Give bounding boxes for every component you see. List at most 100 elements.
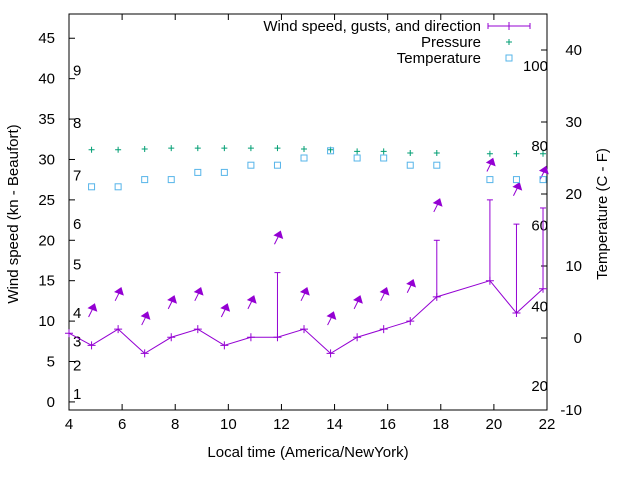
y-left-tick-label: 5: [47, 354, 55, 371]
fahrenheit-label: 80: [531, 138, 548, 155]
wind-speed-point: [87, 341, 96, 350]
pressure-point: [247, 145, 254, 152]
wind-direction-arrowhead: [353, 295, 363, 304]
wind-speed-point: [140, 349, 149, 358]
temperature-point: [194, 168, 202, 176]
legend-label: Wind speed, gusts, and direction: [263, 18, 481, 35]
y-left-tick-label: 15: [38, 273, 55, 290]
pressure-point: [380, 148, 387, 155]
axes: 4 6 8 10 12 14 16 18 20 22051015202530354045-1001…: [38, 13, 582, 433]
wind-direction-arrowhead: [485, 157, 496, 167]
wind-direction-arrowhead: [220, 303, 231, 312]
beaufort-label: 8: [73, 115, 81, 132]
y-right-tick-label: 30: [565, 114, 582, 131]
pressure-point: [540, 150, 547, 157]
temperature-point: [273, 161, 281, 169]
y-left-tick-label: 10: [38, 313, 55, 330]
plot-frame: [68, 13, 548, 411]
temperature-point: [300, 154, 308, 162]
temperature-point: [114, 183, 122, 191]
y-left-tick-label: 35: [38, 111, 55, 128]
beaufort-label: 5: [73, 257, 81, 274]
wind-direction-arrowhead: [512, 181, 523, 191]
wind-speed-point: [220, 341, 229, 350]
y-left-tick-label: 0: [47, 394, 55, 411]
beaufort-label: 2: [73, 358, 81, 375]
fahrenheit-label: 100: [523, 58, 548, 75]
pressure-point: [274, 145, 281, 152]
y-axis-left-label: Wind speed (kn - Beaufort): [5, 124, 22, 303]
wind-direction-arrowhead: [87, 303, 98, 312]
wind-speed-point: [65, 329, 73, 338]
wind-direction-arrowhead: [299, 287, 310, 296]
pressure-point: [168, 145, 175, 152]
temperature-point: [539, 176, 547, 184]
wind-direction-arrowhead: [432, 198, 443, 207]
wind-speed-point: [114, 325, 123, 334]
wind-direction-arrowhead: [246, 295, 257, 304]
y-left-tick-label: 20: [38, 232, 55, 249]
x-tick-label: 6: [118, 416, 126, 433]
x-tick-label: 14: [326, 416, 343, 433]
fahrenheit-label: 60: [531, 218, 548, 235]
y-right-tick-label: -10: [560, 402, 582, 419]
beaufort-label: 4: [73, 305, 81, 322]
wind-direction-arrowhead: [167, 295, 177, 304]
temperature-point: [167, 176, 175, 184]
beaufort-label: 7: [73, 168, 81, 185]
temperature-point: [247, 161, 255, 169]
y-right-tick-label: 0: [574, 330, 582, 347]
legend-temperature-sample: [505, 54, 513, 62]
pressure-point: [407, 150, 414, 157]
y-left-tick-label: 45: [38, 30, 55, 47]
wind-direction-arrowhead: [326, 311, 337, 320]
pressure-point: [354, 148, 361, 155]
wind-speed-point: [353, 333, 362, 342]
x-tick-label: 22: [539, 416, 556, 433]
wind-speed-point: [246, 333, 255, 342]
x-tick-label: 16: [379, 416, 396, 433]
x-tick-label: 12: [273, 416, 290, 433]
legend-label: Pressure: [421, 34, 481, 51]
y-axis-right-label: Temperature (C - F): [594, 148, 611, 280]
y-left-tick-label: 30: [38, 151, 55, 168]
y-left-tick-label: 40: [38, 71, 55, 88]
wind-speed-point: [193, 325, 202, 334]
wind-direction-arrowhead: [140, 311, 151, 320]
temperature-point: [353, 154, 361, 162]
y-right-tick-label: 10: [565, 258, 582, 275]
y-right-tick-label: 20: [565, 186, 582, 203]
wind-speed-point: [300, 325, 309, 334]
wind-speed-point: [379, 325, 388, 334]
pressure-point: [221, 145, 228, 152]
x-axis-label: Local time (America/NewYork): [207, 444, 408, 461]
wind-speed-point: [406, 317, 415, 326]
pressure-point: [88, 146, 95, 153]
beaufort-label: 9: [73, 63, 81, 80]
legend-wind-sample-point: [505, 22, 513, 30]
pressure-point: [513, 150, 520, 157]
wind-speed-point: [326, 349, 335, 358]
temperature-point: [512, 176, 520, 184]
pressure-point: [301, 145, 308, 152]
pressure-point: [115, 146, 122, 153]
temperature-point: [406, 161, 414, 169]
pressure-point: [194, 145, 201, 152]
pressure-point: [141, 145, 148, 152]
wind-direction-arrowhead: [538, 165, 549, 175]
temperature-point: [220, 168, 228, 176]
beaufort-label: 3: [73, 333, 81, 350]
wind-direction-arrowhead: [273, 230, 284, 240]
x-tick-label: 4: [65, 416, 73, 433]
legend-pressure-sample: [506, 39, 512, 45]
wind-direction-arrowhead: [406, 278, 416, 288]
beaufort-label: 1: [73, 386, 81, 403]
fahrenheit-label: 40: [531, 298, 548, 315]
fahrenheit-label: 20: [531, 378, 548, 395]
temperature-point: [486, 176, 494, 184]
y-right-tick-label: 40: [565, 42, 582, 59]
temperature-point: [88, 183, 96, 191]
legend-label: Temperature: [397, 50, 481, 67]
x-tick-label: 8: [171, 416, 179, 433]
